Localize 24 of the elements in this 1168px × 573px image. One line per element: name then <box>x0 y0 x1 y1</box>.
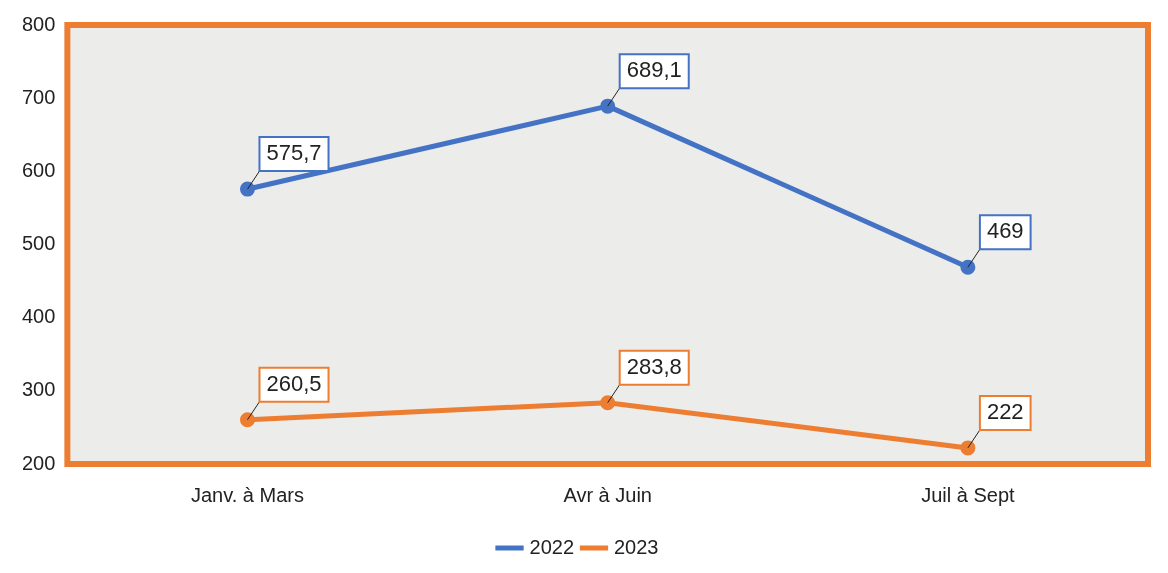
legend-label: 2023 <box>614 535 659 558</box>
data-label: 575,7 <box>266 140 322 166</box>
point <box>239 412 255 428</box>
y-tick-label: 200 <box>21 451 56 474</box>
x-tick-label: Juil à Sept <box>921 483 1016 506</box>
y-tick-label: 400 <box>21 305 56 328</box>
point <box>600 98 616 114</box>
point <box>960 259 976 275</box>
data-label: 283,8 <box>626 353 682 379</box>
data-label: 260,5 <box>266 370 322 396</box>
point <box>600 395 616 411</box>
y-tick-label: 800 <box>21 12 56 35</box>
y-tick-label: 600 <box>21 158 56 181</box>
data-label: 689,1 <box>626 57 682 83</box>
x-tick-label: Janv. à Mars <box>190 483 304 506</box>
point <box>960 440 976 456</box>
y-tick-label: 300 <box>21 378 56 401</box>
y-tick-label: 500 <box>21 232 56 255</box>
x-tick-label: Avr à Juin <box>563 483 652 506</box>
data-label: 222 <box>986 398 1024 424</box>
point <box>239 181 255 197</box>
data-label: 469 <box>986 218 1024 244</box>
legend-label: 2022 <box>529 535 575 558</box>
y-tick-label: 700 <box>21 85 56 108</box>
